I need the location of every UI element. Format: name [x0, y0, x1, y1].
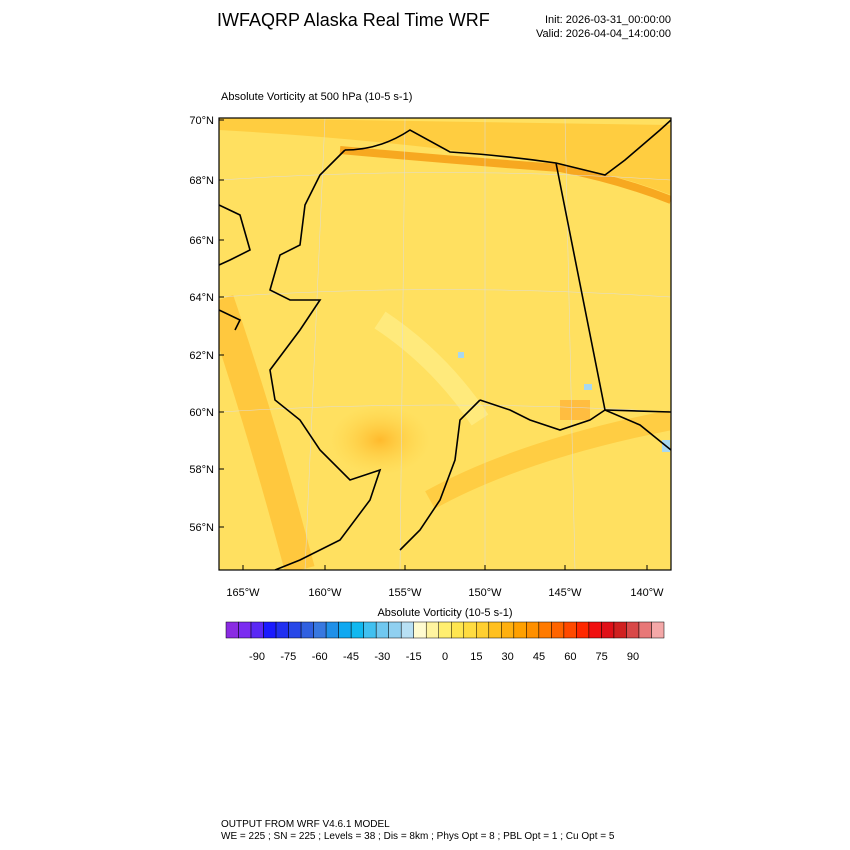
colorbar-label: -45 — [343, 651, 359, 663]
lon-label: 150°W — [468, 587, 502, 599]
colorbar-box — [651, 621, 665, 639]
colorbar-label: -15 — [406, 651, 422, 663]
colorbar-box — [313, 621, 327, 639]
colorbar: -90 -75 -60 -45 -30 -15 0 15 30 45 60 75 90 — [225, 621, 665, 663]
colorbar-box — [613, 621, 627, 639]
colorbar-box — [488, 621, 502, 639]
colorbar-box — [576, 621, 590, 639]
colorbar-box — [388, 621, 402, 639]
colorbar-box — [263, 621, 277, 639]
colorbar-label: 30 — [502, 651, 514, 663]
lat-label: 56°N — [189, 522, 214, 534]
lat-label: 66°N — [189, 235, 214, 247]
colorbar-box — [638, 621, 652, 639]
colorbar-label: -75 — [280, 651, 296, 663]
colorbar-box — [250, 621, 264, 639]
colorbar-box — [463, 621, 477, 639]
lat-label: 60°N — [189, 407, 214, 419]
lat-label: 64°N — [189, 292, 214, 304]
colorbar-label: 90 — [627, 651, 639, 663]
lat-label: 70°N — [189, 115, 214, 127]
lon-label: 155°W — [388, 587, 422, 599]
colorbar-box — [626, 621, 640, 639]
colorbar-label: -30 — [374, 651, 390, 663]
colorbar-box — [563, 621, 577, 639]
lon-label: 140°W — [630, 587, 664, 599]
colorbar-box — [538, 621, 552, 639]
map-title: Absolute Vorticity at 500 hPa (10-5 s-1) — [221, 91, 412, 103]
title: IWFAQRP Alaska Real Time WRF — [217, 10, 490, 30]
valid-time: Valid: 2026-04-04_14:00:00 — [536, 28, 671, 40]
colorbar-box — [238, 621, 252, 639]
colorbar-box — [451, 621, 465, 639]
colorbar-box — [526, 621, 540, 639]
lon-label: 160°W — [308, 587, 342, 599]
map-frame — [218, 117, 672, 571]
colorbar-box — [288, 621, 302, 639]
lat-label: 58°N — [189, 464, 214, 476]
colorbar-box — [601, 621, 615, 639]
colorbar-box — [375, 621, 389, 639]
colorbar-box — [363, 621, 377, 639]
colorbar-box — [300, 621, 314, 639]
footer-line: OUTPUT FROM WRF V4.6.1 MODEL — [221, 819, 390, 830]
colorbar-label: 0 — [442, 651, 448, 663]
colorbar-box — [400, 621, 414, 639]
colorbar-box — [588, 621, 602, 639]
lat-labels: 70°N 68°N 66°N 64°N 62°N 60°N 58°N 56°N — [189, 115, 224, 534]
colorbar-box — [350, 621, 364, 639]
colorbar-label: 60 — [564, 651, 576, 663]
colorbar-box — [501, 621, 515, 639]
lat-label: 62°N — [189, 350, 214, 362]
colorbar-box — [338, 621, 352, 639]
colorbar-box — [225, 621, 239, 639]
colorbar-box — [513, 621, 527, 639]
colorbar-box — [413, 621, 427, 639]
footer-line: WE = 225 ; SN = 225 ; Levels = 38 ; Dis … — [221, 831, 615, 842]
init-time: Init: 2026-03-31_00:00:00 — [545, 14, 671, 26]
colorbar-box — [275, 621, 289, 639]
colorbar-label: 15 — [470, 651, 482, 663]
colorbar-label: -90 — [249, 651, 265, 663]
lat-label: 68°N — [189, 175, 214, 187]
colorbar-label: 45 — [533, 651, 545, 663]
map-field — [219, 118, 671, 570]
colorbar-label: 75 — [596, 651, 608, 663]
colorbar-box — [325, 621, 339, 639]
lon-label: 165°W — [226, 587, 260, 599]
lon-labels: 165°W 160°W 155°W 150°W 145°W 140°W — [226, 565, 664, 599]
colorbar-label: -60 — [312, 651, 328, 663]
colorbar-box — [425, 621, 439, 639]
colorbar-box — [476, 621, 490, 639]
colorbar-title: Absolute Vorticity (10-5 s-1) — [377, 607, 512, 619]
colorbar-box — [438, 621, 452, 639]
lon-label: 145°W — [548, 587, 582, 599]
colorbar-box — [551, 621, 565, 639]
